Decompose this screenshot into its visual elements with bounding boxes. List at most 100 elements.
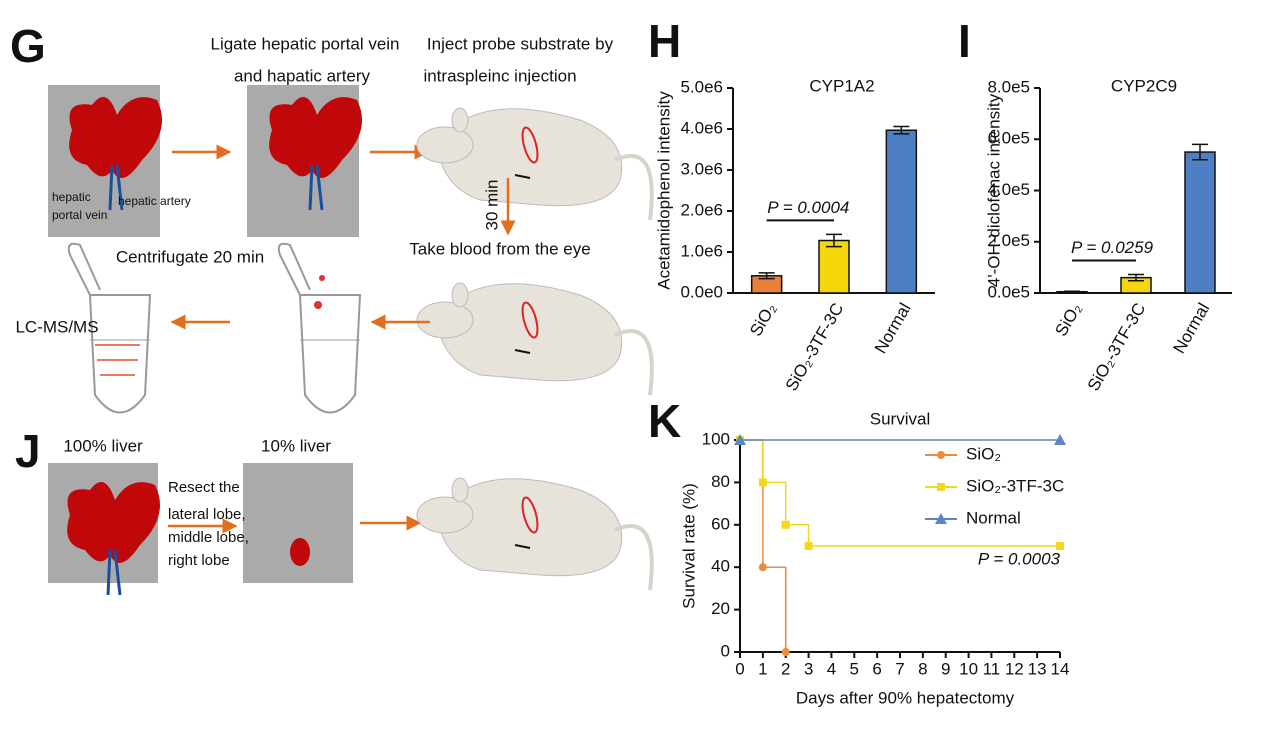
- y-axis-label: Acetamidophenol intensity: [654, 91, 673, 290]
- legend-marker: [937, 451, 945, 459]
- x-tick-label: 3: [804, 659, 813, 678]
- x-tick-label: Normal: [871, 300, 915, 357]
- y-axis-label: 4'-OH-diclofenac intensity: [984, 93, 1003, 287]
- panel-label: I: [958, 15, 971, 67]
- point: [781, 520, 790, 529]
- y-tick-label: 6.0e5: [987, 129, 1030, 148]
- legend-label: SiO₂: [966, 444, 1001, 463]
- x-tick-label: Normal: [1169, 300, 1213, 357]
- error-bar: [1192, 143, 1208, 161]
- x-tick-label: 6: [872, 659, 881, 678]
- mouse: [415, 281, 654, 397]
- blood-drop: [314, 301, 322, 309]
- x-tick-label: 0: [735, 659, 744, 678]
- vessel-label: portal vein: [52, 208, 107, 222]
- wait-text: 30 min: [482, 179, 501, 230]
- panel-label: K: [648, 395, 681, 447]
- step-text: Ligate hepatic portal vein: [210, 34, 399, 53]
- point: [804, 542, 813, 550]
- step-text: LC-MS/MS: [15, 317, 98, 336]
- step-text: and hapatic artery: [234, 66, 371, 85]
- x-tick-label: 12: [1005, 659, 1024, 678]
- x-tick-label: 7: [895, 659, 904, 678]
- y-tick-label: 80: [711, 472, 730, 491]
- y-tick-label: 100: [702, 429, 730, 448]
- chart-title: CYP2C9: [1111, 76, 1177, 95]
- y-axis-label: Survival rate (%): [679, 483, 698, 609]
- x-tick-label: 5: [850, 659, 859, 678]
- liver-label: 10% liver: [261, 436, 331, 455]
- mouse: [415, 106, 654, 222]
- vessel-label: hepatic artery: [118, 194, 191, 208]
- p-value: P = 0.0004: [767, 198, 849, 217]
- point: [758, 478, 767, 487]
- layers: [95, 344, 140, 376]
- x-tick-label: SiO₂: [1051, 300, 1085, 340]
- y-tick-label: 60: [711, 514, 730, 533]
- step-text: Centrifugate 20 min: [116, 247, 264, 266]
- bar: [885, 129, 918, 294]
- point: [1056, 542, 1064, 550]
- liver-remnant: [290, 538, 310, 566]
- point: [734, 434, 746, 445]
- x-tick-label: SiO₂: [746, 300, 780, 340]
- panel-label: G: [10, 20, 46, 72]
- point: [758, 563, 767, 572]
- step-text: intraspleinc injection: [423, 66, 576, 85]
- x-tick-label: 2: [781, 659, 790, 678]
- procedure-text: lateral lobe,: [168, 506, 246, 523]
- procedure-text: middle lobe,: [168, 529, 249, 546]
- y-tick-label: 2.0e6: [680, 200, 723, 219]
- vessel-label: hepatic: [52, 190, 91, 204]
- y-tick-label: 1.0e6: [680, 241, 723, 260]
- x-tick-label: SiO₂-3TF-3C: [782, 300, 848, 395]
- bar: [1184, 151, 1216, 294]
- legend-label: SiO₂-3TF-3C: [966, 476, 1064, 495]
- x-tick-label: 10: [959, 659, 978, 678]
- legend-label: Normal: [966, 508, 1021, 527]
- panel-label: J: [15, 425, 41, 477]
- mouse: [415, 476, 654, 592]
- error-bar: [758, 272, 775, 280]
- y-tick-label: 0: [721, 641, 730, 660]
- tube: [277, 242, 361, 414]
- procedure-text: Resect the: [168, 479, 240, 496]
- x-tick-label: SiO₂-3TF-3C: [1084, 300, 1150, 395]
- chart-title: Survival: [870, 409, 930, 428]
- x-tick-label: 1: [758, 659, 767, 678]
- y-tick-label: 3.0e6: [680, 159, 723, 178]
- error-bar: [1128, 273, 1144, 282]
- y-tick-label: 0.0e0: [680, 282, 723, 301]
- y-tick-label: 5.0e6: [680, 77, 723, 96]
- step-text: Inject probe substrate by: [427, 34, 614, 53]
- blood-drop: [319, 275, 325, 281]
- error-bar: [1064, 290, 1080, 293]
- x-tick-label: 8: [918, 659, 927, 678]
- bar: [818, 239, 850, 294]
- x-tick-label: 4: [827, 659, 836, 678]
- x-tick-label: 14: [1051, 659, 1070, 678]
- y-tick-label: 0.0e5: [987, 282, 1030, 301]
- y-tick-label: 20: [711, 599, 730, 618]
- x-axis-label: Days after 90% hepatectomy: [796, 688, 1015, 707]
- error-bar: [893, 125, 910, 135]
- y-tick-label: 2.0e5: [987, 231, 1030, 250]
- panel-label: H: [648, 15, 681, 67]
- error-bar: [826, 233, 842, 248]
- legend-marker: [937, 483, 945, 491]
- x-tick-label: 11: [983, 659, 1001, 678]
- procedure-text: right lobe: [168, 552, 230, 569]
- y-tick-label: 8.0e5: [987, 77, 1030, 96]
- legend-marker: [935, 513, 947, 524]
- y-tick-label: 40: [711, 557, 730, 576]
- x-tick-label: 13: [1028, 659, 1047, 678]
- y-tick-label: 4.0e5: [987, 180, 1030, 199]
- chart-title: CYP1A2: [809, 76, 874, 95]
- liver-label: 100% liver: [63, 436, 143, 455]
- point: [781, 648, 790, 656]
- p-value: P = 0.0003: [978, 549, 1061, 568]
- x-tick-label: 9: [941, 659, 950, 678]
- p-value: P = 0.0259: [1071, 238, 1154, 257]
- y-tick-label: 4.0e6: [680, 118, 723, 137]
